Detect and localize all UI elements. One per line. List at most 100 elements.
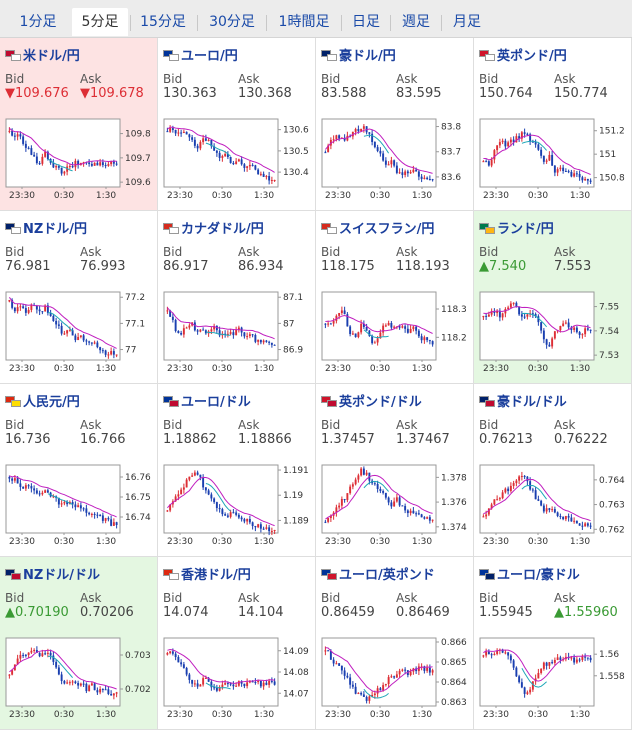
tab-daily[interactable]: 日足	[352, 14, 380, 30]
candle-body	[376, 484, 379, 489]
tab-1hour[interactable]: 1時間足	[278, 14, 330, 30]
flag-icon	[163, 223, 180, 234]
mini-chart[interactable]: 151.2 151 150.8 23:30 0:30 1:30	[479, 118, 627, 204]
bid-label: Bid	[479, 245, 499, 259]
candle-body	[88, 162, 91, 164]
currency-card[interactable]: 英ポンド/円 Bid Ask 150.764 150.774 151.2 151 150.8 2…	[474, 38, 632, 211]
candle-body	[431, 519, 434, 521]
pair-name[interactable]: 香港ドル/円	[163, 564, 251, 583]
pair-name[interactable]: ユーロ/ドル	[163, 391, 251, 410]
pair-name[interactable]: ユーロ/豪ドル	[479, 564, 580, 583]
mini-chart[interactable]: 16.76 16.75 16.74 23:30 0:30 1:30	[5, 464, 153, 550]
tab-30min[interactable]: 30分足	[209, 14, 255, 30]
pair-name[interactable]: ユーロ/英ポンド	[321, 564, 435, 583]
candle-body	[512, 660, 515, 668]
candle-body	[487, 161, 490, 166]
candle-body	[420, 336, 423, 341]
tab-15min[interactable]: 15分足	[140, 14, 186, 30]
currency-card[interactable]: ランド/円 Bid Ask ▲7.540 7.553 7.55 7.54 7.53 23:30 0…	[474, 211, 632, 384]
pair-name[interactable]: 英ポンド/ドル	[321, 391, 422, 410]
currency-card[interactable]: 米ドル/円 Bid Ask ▼109.676 ▼109.678 109.8 109.7 109…	[0, 38, 158, 211]
currency-card[interactable]: カナダドル/円 Bid Ask 86.917 86.934 87.1 87 86.9 23:30…	[158, 211, 316, 384]
currency-card[interactable]: 香港ドル/円 Bid Ask 14.074 14.104 14.09 14.08 14.07 2…	[158, 557, 316, 730]
flag-icon-quote	[327, 400, 337, 407]
mini-chart[interactable]: 109.8 109.7 109.6 23:30 0:30 1:30	[5, 118, 153, 204]
candle-body	[349, 677, 352, 685]
ask-price: 1.55960	[564, 605, 618, 620]
bid-price: 150.764	[479, 86, 533, 101]
currency-card[interactable]: スイスフラン/円 Bid Ask 118.175 118.193 118.3 118.2 23…	[316, 211, 474, 384]
candle-body	[581, 656, 584, 660]
pair-name[interactable]: ランド/円	[479, 218, 554, 237]
pair-label: ユーロ/英ポンド	[339, 568, 435, 583]
candle-body	[412, 326, 415, 329]
candle-body	[531, 313, 534, 315]
mini-chart[interactable]: 0.764 0.763 0.762 23:30 0:30 1:30	[479, 464, 627, 550]
currency-card[interactable]: ユーロ/豪ドル Bid Ask 1.55945 ▲1.55960 1.56 1.558 23:…	[474, 557, 632, 730]
price-chart: 118.3 118.2 23:30 0:30 1:30	[321, 291, 467, 374]
pair-name[interactable]: カナダドル/円	[163, 218, 264, 237]
currency-card[interactable]: NZドル/ドル Bid Ask ▲0.70190 0.70206 0.703 0.702 23…	[0, 557, 158, 730]
pair-name[interactable]: NZドル/ドル	[5, 564, 100, 583]
candle-body	[259, 680, 262, 687]
mini-chart[interactable]: 130.6 130.5 130.4 23:30 0:30 1:30	[163, 118, 311, 204]
pair-name[interactable]: 米ドル/円	[5, 45, 80, 64]
candle-body	[343, 670, 346, 676]
tab-1min[interactable]: 1分足	[19, 14, 57, 30]
pair-name[interactable]: 英ポンド/円	[479, 45, 567, 64]
tab-5min[interactable]: 5分足	[72, 8, 128, 36]
plot-area	[321, 637, 437, 707]
pair-name[interactable]: ユーロ/円	[163, 45, 238, 64]
candle-body	[360, 323, 363, 333]
candle-body	[71, 681, 74, 683]
currency-card[interactable]: ユーロ/英ポンド Bid Ask 0.86459 0.86469 0.866 0.865 0.…	[316, 557, 474, 730]
mini-chart[interactable]: 0.866 0.865 0.864 0.863 23:30 0:30 1:30	[321, 637, 469, 723]
mini-chart[interactable]: 1.56 1.558 23:30 0:30 1:30	[479, 637, 627, 723]
candle-body	[578, 174, 581, 178]
candle-body	[210, 494, 213, 499]
candle-body	[490, 654, 493, 656]
bid-price: 118.175	[321, 259, 375, 274]
mini-chart[interactable]: 77.2 77.1 77 23:30 0:30 1:30	[5, 291, 153, 377]
candle-body	[526, 476, 529, 482]
tab-monthly[interactable]: 月足	[453, 14, 481, 30]
currency-card[interactable]: 豪ドル/ドル Bid Ask 0.76213 0.76222 0.764 0.763 0.76…	[474, 384, 632, 557]
candle-body	[428, 340, 431, 342]
candle-body	[57, 667, 60, 675]
trend-line	[205, 142, 231, 157]
currency-card[interactable]: 人民元/円 Bid Ask 16.736 16.766 16.76 16.75 16.74 23…	[0, 384, 158, 557]
mini-chart[interactable]: 87.1 87 86.9 23:30 0:30 1:30	[163, 291, 311, 377]
mini-chart[interactable]: 14.09 14.08 14.07 23:30 0:30 1:30	[163, 637, 311, 723]
pair-name[interactable]: NZドル/円	[5, 218, 87, 237]
candle-body	[35, 305, 38, 310]
pair-name[interactable]: スイスフラン/円	[321, 218, 434, 237]
currency-card[interactable]: ユーロ/ドル Bid Ask 1.18862 1.18866 1.191 1.19 1.189…	[158, 384, 316, 557]
currency-card[interactable]: ユーロ/円 Bid Ask 130.363 130.368 130.6 130.5 130.4…	[158, 38, 316, 211]
bid-arrow-icon: ▲	[479, 259, 489, 274]
pair-name[interactable]: 豪ドル/円	[321, 45, 396, 64]
candle-body	[107, 354, 110, 356]
currency-card[interactable]: 豪ドル/円 Bid Ask 83.588 83.595 83.8 83.7 83.6 23:30…	[316, 38, 474, 211]
mini-chart[interactable]: 83.8 83.7 83.6 23:30 0:30 1:30	[321, 118, 469, 204]
candle-body	[55, 166, 58, 168]
bid-value: 150.764	[479, 86, 533, 101]
pair-name[interactable]: 人民元/円	[5, 391, 80, 410]
mini-chart[interactable]: 0.703 0.702 23:30 0:30 1:30	[5, 637, 153, 723]
bid-label: Bid	[163, 591, 183, 605]
y-tick-label: 1.374	[441, 523, 467, 533]
currency-card[interactable]: NZドル/円 Bid Ask 76.981 76.993 77.2 77.1 77 23:30 0…	[0, 211, 158, 384]
candle-body	[324, 152, 327, 154]
tab-weekly[interactable]: 週足	[402, 14, 430, 30]
mini-chart[interactable]: 118.3 118.2 23:30 0:30 1:30	[321, 291, 469, 377]
mini-chart[interactable]: 1.378 1.376 1.374 23:30 0:30 1:30	[321, 464, 469, 550]
pair-name[interactable]: 豪ドル/ドル	[479, 391, 567, 410]
mini-chart[interactable]: 1.191 1.19 1.189 23:30 0:30 1:30	[163, 464, 311, 550]
candle-body	[515, 667, 518, 677]
mini-chart[interactable]: 7.55 7.54 7.53 23:30 0:30 1:30	[479, 291, 627, 377]
ask-price: 118.193	[396, 259, 450, 274]
currency-card[interactable]: 英ポンド/ドル Bid Ask 1.37457 1.37467 1.378 1.376 1.3…	[316, 384, 474, 557]
tab-divider	[266, 15, 267, 31]
candle-body	[204, 677, 207, 679]
price-chart: 0.764 0.763 0.762 23:30 0:30 1:30	[479, 464, 625, 547]
candle-body	[218, 687, 221, 691]
